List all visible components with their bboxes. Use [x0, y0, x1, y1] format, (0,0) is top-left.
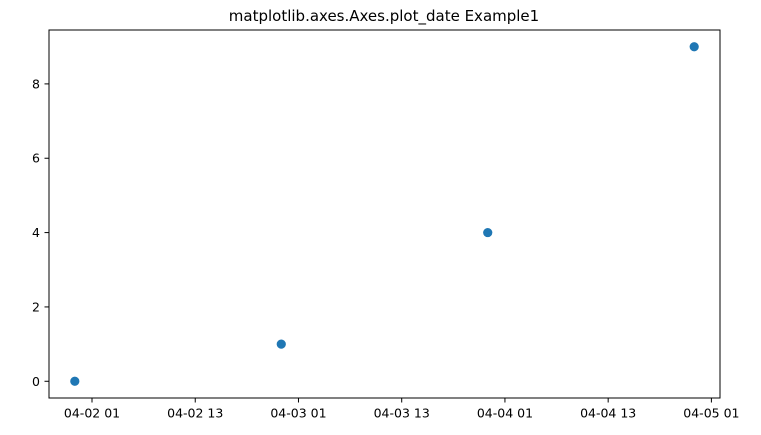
- data-point-1: [276, 339, 286, 349]
- data-point-0: [70, 376, 80, 386]
- data-point-2: [483, 227, 493, 238]
- y-tick-label-4: 8: [32, 76, 40, 91]
- x-tick-label-0: 04-02 01: [64, 406, 120, 421]
- chart-title: matplotlib.axes.Axes.plot_date Example1: [229, 7, 539, 26]
- x-tick-label-5: 04-04 13: [580, 406, 636, 421]
- plot-area: 04-02 01 04-02 13 04-03 01 04-03 13 04-04 01…: [32, 29, 739, 421]
- y-tick-label-3: 6: [32, 151, 40, 166]
- y-tick-label-0: 0: [32, 374, 40, 389]
- x-tick-label-2: 04-03 01: [270, 406, 326, 421]
- y-tick-label-1: 2: [32, 299, 40, 314]
- x-tick-label-3: 04-03 13: [374, 406, 430, 421]
- x-tick-label-1: 04-02 13: [167, 406, 223, 421]
- y-tick-label-2: 4: [32, 225, 40, 240]
- x-tick-label-6: 04-05 01: [683, 406, 739, 421]
- axes-frame: [48, 29, 721, 399]
- x-tick-label-4: 04-04 01: [477, 406, 533, 421]
- data-point-3: [689, 42, 699, 52]
